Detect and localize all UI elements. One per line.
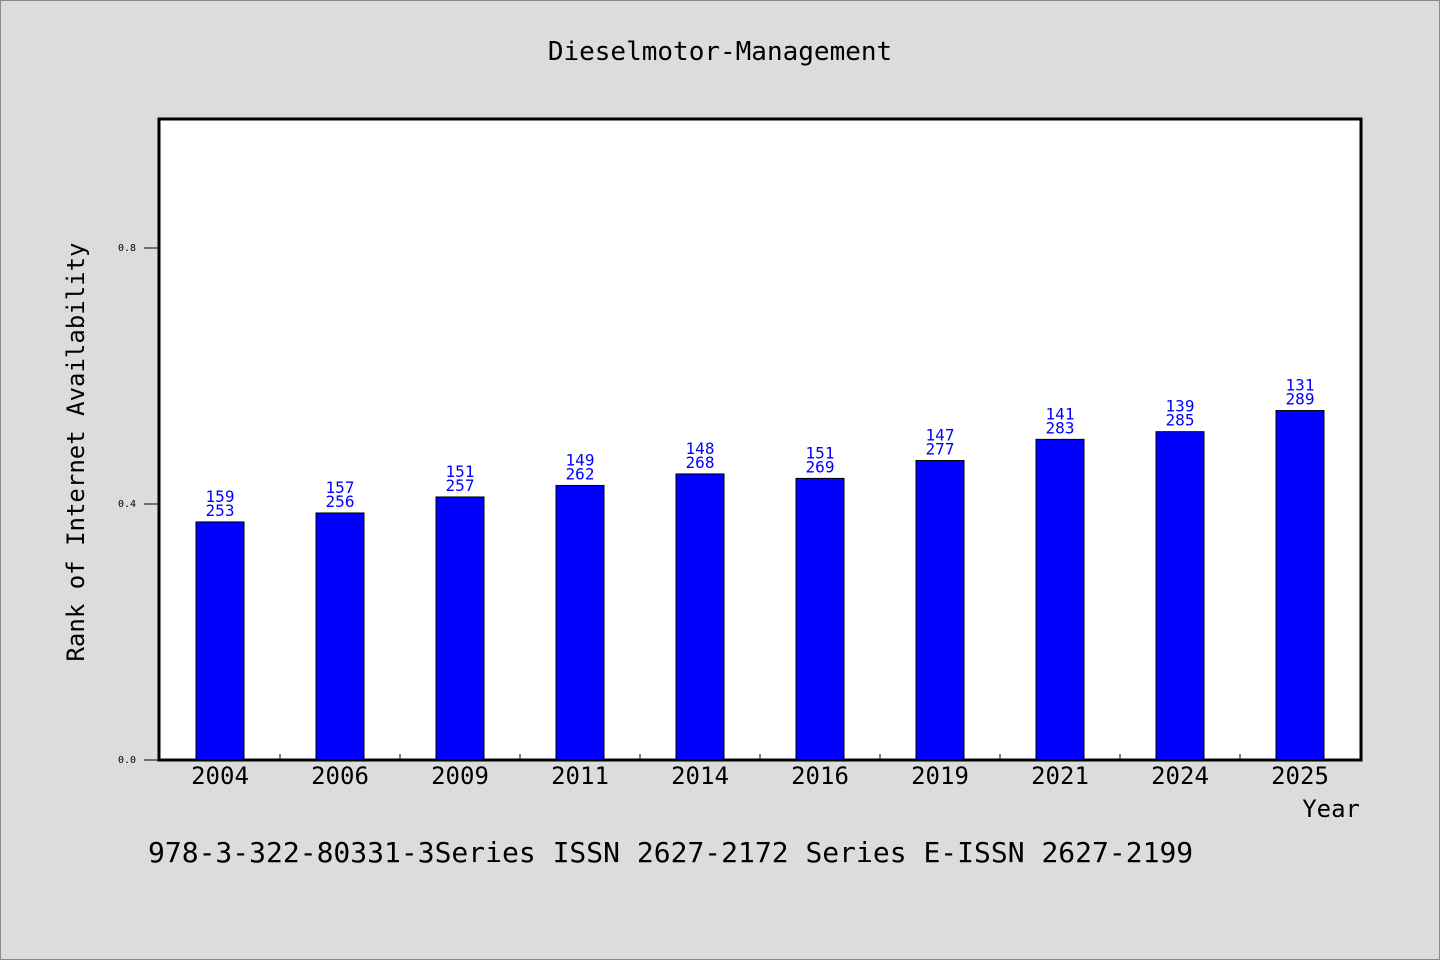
x-tick-label: 2024 <box>1151 762 1209 790</box>
chart-title: Dieselmotor-Management <box>548 37 892 67</box>
data-label-bottom: 268 <box>686 453 715 472</box>
data-label-top: 139 <box>1166 397 1195 416</box>
data-label-bottom: 285 <box>1166 411 1195 430</box>
y-tick-label: 0.4 <box>118 499 136 510</box>
data-label-top: 147 <box>926 425 955 444</box>
bar <box>315 512 365 761</box>
y-axis-label: Rank of Internet Availability <box>62 242 90 661</box>
data-label-bottom: 289 <box>1286 390 1315 409</box>
x-tick-label: 2014 <box>671 762 729 790</box>
x-tick-label: 2021 <box>1031 762 1089 790</box>
y-tick-label: 0.0 <box>118 755 136 766</box>
data-label-bottom: 283 <box>1046 418 1075 437</box>
data-label-bottom: 262 <box>566 464 595 483</box>
bar <box>795 477 845 761</box>
data-label-bottom: 277 <box>926 439 955 458</box>
footer-isbn-text: 978-3-322-80331-3Series ISSN 2627-2172 S… <box>148 836 1193 869</box>
data-labels-group: 1592531572561512571492621482681512691472… <box>206 376 1315 520</box>
data-label-bottom: 269 <box>806 457 835 476</box>
data-label-top: 148 <box>686 439 715 458</box>
bar <box>1155 431 1205 761</box>
data-label-top: 159 <box>206 487 235 506</box>
x-tick-label: 2009 <box>431 762 489 790</box>
x-axis-label: Year <box>1302 795 1360 823</box>
x-tick-label: 2004 <box>191 762 249 790</box>
bar <box>555 484 605 761</box>
data-label-bottom: 256 <box>326 492 355 511</box>
data-label-bottom: 253 <box>206 501 235 520</box>
bar <box>435 496 485 761</box>
bar <box>915 459 965 761</box>
y-tick-label: 0.8 <box>118 243 136 254</box>
data-label-top: 151 <box>806 443 835 462</box>
bar <box>1275 410 1325 761</box>
x-tick-label: 2006 <box>311 762 369 790</box>
data-label-top: 151 <box>446 462 475 481</box>
bar <box>675 473 725 761</box>
x-tick-label: 2011 <box>551 762 609 790</box>
data-label-top: 157 <box>326 478 355 497</box>
x-tick-label: 2019 <box>911 762 969 790</box>
data-label-top: 149 <box>566 450 595 469</box>
x-tick-label: 2025 <box>1271 762 1329 790</box>
bar <box>1035 438 1085 761</box>
x-axis: 2004 2006 2009 2011 2014 2016 2019 2021 2024 2025 <box>191 754 1329 790</box>
y-axis: 0.0 0.4 0.8 <box>118 243 159 766</box>
data-label-top: 141 <box>1046 404 1075 423</box>
data-label-top: 131 <box>1286 376 1315 395</box>
data-label-bottom: 257 <box>446 476 475 495</box>
x-tick-label: 2016 <box>791 762 849 790</box>
bars-group <box>195 410 1325 761</box>
bar <box>195 521 245 761</box>
